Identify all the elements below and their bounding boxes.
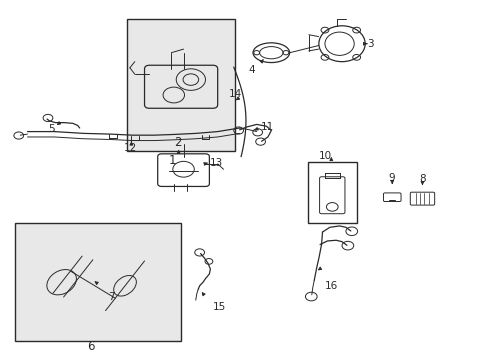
Text: 7: 7 xyxy=(108,292,114,302)
Text: 15: 15 xyxy=(212,302,225,312)
Text: 10: 10 xyxy=(318,150,331,161)
Text: 1: 1 xyxy=(168,154,176,167)
Bar xyxy=(127,19,234,151)
Text: 11: 11 xyxy=(260,122,273,132)
Text: 16: 16 xyxy=(325,281,338,291)
Text: 6: 6 xyxy=(87,340,95,353)
Text: 2: 2 xyxy=(173,136,181,149)
Text: 14: 14 xyxy=(228,89,242,99)
Text: 5: 5 xyxy=(48,124,55,134)
Bar xyxy=(15,223,181,341)
Text: 12: 12 xyxy=(123,143,137,153)
Bar xyxy=(307,162,356,223)
Text: 4: 4 xyxy=(248,64,255,75)
Text: 9: 9 xyxy=(388,173,395,183)
Text: 3: 3 xyxy=(366,39,373,49)
Text: 13: 13 xyxy=(209,158,222,168)
Text: 8: 8 xyxy=(418,174,425,184)
